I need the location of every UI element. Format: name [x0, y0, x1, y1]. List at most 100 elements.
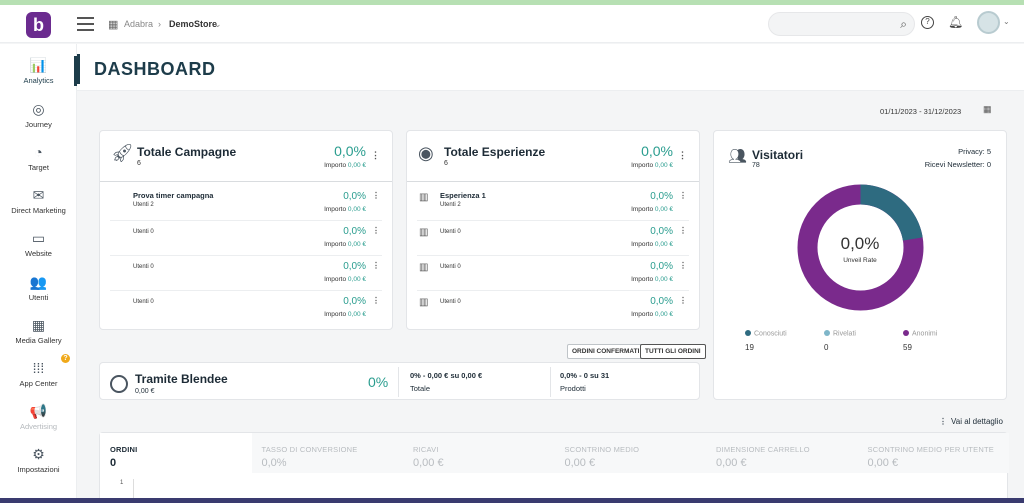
- row-more-icon[interactable]: ⋮: [679, 226, 687, 235]
- breadcrumb-store[interactable]: DemoStore: [169, 19, 218, 29]
- building-icon: ▥: [419, 262, 429, 273]
- row-more-icon[interactable]: ⋮: [679, 191, 687, 200]
- metric-tab-3[interactable]: SCONTRINO MEDIO 0,00 €: [554, 433, 706, 473]
- sidebar-item-label: Advertising: [19, 422, 58, 431]
- sidebar-item-analytics[interactable]: 📊 Analytics: [0, 56, 77, 85]
- bell-icon[interactable]: 🔔︎: [948, 15, 964, 29]
- list-item[interactable]: ▥ Esperienza 1 Utenti 2 0,0% Importo 0,00 € ⋮: [417, 186, 689, 221]
- sidebar-item-label: Direct Marketing: [11, 206, 66, 215]
- menu-icon[interactable]: [77, 17, 94, 31]
- row-pct: 0,0%: [650, 261, 673, 272]
- orders-confirmed-button[interactable]: ORDINI CONFERMATI: [567, 344, 645, 359]
- list-item[interactable]: Prova timer campagna Utenti 2 0,0% Importo …: [110, 186, 382, 221]
- sidebar-item-utenti[interactable]: 👥 Utenti: [0, 273, 77, 302]
- sidebar-item-label: Website: [25, 249, 52, 258]
- row-importo: Importo 0,00 €: [631, 206, 673, 213]
- sidebar-item-advertising[interactable]: 📢 Advertising: [0, 402, 77, 431]
- blendee-prodotti-value: 0,0% - 0 su 31: [560, 371, 610, 380]
- campaigns-importo: Importo 0,00 €: [324, 162, 366, 169]
- list-item[interactable]: Utenti 0 0,0% Importo 0,00 € ⋮: [110, 256, 382, 291]
- orders-all-button[interactable]: TUTTI GLI ORDINI: [640, 344, 706, 359]
- detail-link[interactable]: ⋮ Vai al dettaglio: [939, 417, 1003, 426]
- list-item[interactable]: ▥ Utenti 0 0,0% Importo 0,00 € ⋮: [417, 291, 689, 326]
- sidebar-item-impostazioni[interactable]: ⚙ Impostazioni: [0, 445, 77, 474]
- metric-tab-5[interactable]: SCONTRINO MEDIO PER UTENTE 0,00 €: [857, 433, 1009, 473]
- sidebar-item-media-gallery[interactable]: ▦ Media Gallery: [0, 316, 77, 345]
- campaigns-count: 6: [137, 160, 141, 167]
- chevron-down-icon[interactable]: ⌄: [214, 19, 222, 29]
- breadcrumb-separator-icon: ›: [158, 19, 161, 29]
- row-users: Utenti 0: [440, 299, 461, 305]
- metric-tab-2[interactable]: RICAVI 0,00 €: [403, 433, 555, 473]
- row-more-icon[interactable]: ⋮: [372, 226, 380, 235]
- row-more-icon[interactable]: ⋮: [372, 191, 380, 200]
- metric-tab-4[interactable]: DIMENSIONE CARRELLO 0,00 €: [706, 433, 858, 473]
- row-importo: Importo 0,00 €: [324, 206, 366, 213]
- list-item[interactable]: ▥ Utenti 0 0,0% Importo 0,00 € ⋮: [417, 256, 689, 291]
- row-pct: 0,0%: [343, 191, 366, 202]
- experiences-card-header: ◉ Totale Esperienze 6 0,0% Importo 0,00 …: [407, 131, 699, 182]
- avatar-chevron-icon[interactable]: ⌄: [1003, 17, 1010, 26]
- legend-rivelati-value: 0: [824, 343, 829, 352]
- row-more-icon[interactable]: ⋮: [679, 261, 687, 270]
- row-importo: Importo 0,00 €: [631, 311, 673, 318]
- row-more-icon[interactable]: ⋮: [372, 296, 380, 305]
- breadcrumb-org[interactable]: Adabra: [124, 19, 154, 29]
- legend-rivelati[interactable]: Rivelati: [824, 330, 856, 338]
- campaigns-more-icon[interactable]: ⋮: [371, 150, 380, 160]
- row-name: Prova timer campagna: [133, 191, 214, 200]
- sidebar-item-direct-marketing[interactable]: ✉ Direct Marketing: [0, 186, 77, 215]
- legend-anonimi[interactable]: Anonimi: [903, 330, 937, 338]
- search-icon[interactable]: ⌕: [900, 17, 907, 31]
- app-logo[interactable]: b: [26, 12, 51, 38]
- calendar-icon[interactable]: ▦: [983, 104, 992, 114]
- metric-tab-1[interactable]: TASSO DI CONVERSIONE 0,0%: [251, 433, 403, 473]
- row-name: Esperienza 1: [440, 191, 486, 200]
- list-item[interactable]: Utenti 0 0,0% Importo 0,00 € ⋮: [110, 291, 382, 326]
- analytics-icon: 📊: [29, 57, 48, 73]
- metrics-panel: 1 ORDINI 0 TASSO DI CONVERSIONE 0,0% RICAVI 0…: [99, 432, 1009, 503]
- metric-label: ORDINI: [110, 445, 138, 454]
- users-icon: 👥: [29, 274, 48, 290]
- list-item[interactable]: ▥ Utenti 0 0,0% Importo 0,00 € ⋮: [417, 221, 689, 256]
- row-importo: Importo 0,00 €: [631, 241, 673, 248]
- visitors-newsletter: Ricevi Newsletter: 0: [924, 160, 991, 169]
- legend-conosciuti-value: 19: [745, 343, 754, 352]
- experiences-count: 6: [444, 160, 448, 167]
- row-more-icon[interactable]: ⋮: [679, 296, 687, 305]
- help-icon[interactable]: ?: [921, 16, 934, 29]
- sidebar-item-app-center[interactable]: ⁞⁞⁞ App Center: [0, 359, 77, 388]
- row-users: Utenti 2: [133, 202, 154, 208]
- page-title: DASHBOARD: [94, 59, 216, 79]
- row-users: Utenti 0: [440, 264, 461, 270]
- avatar[interactable]: [977, 11, 1000, 34]
- top-bar: b ▦ Adabra › DemoStore ⌄ ⌕ ? 🔔︎ ⌄: [0, 5, 1024, 43]
- title-accent: [77, 54, 80, 84]
- campaigns-card: 🚀︎ Totale Campagne 6 0,0% Importo 0,00 €…: [99, 130, 393, 330]
- date-range[interactable]: 01/11/2023 - 31/12/2023: [880, 107, 962, 116]
- metric-tab-0[interactable]: ORDINI 0: [100, 433, 252, 473]
- sidebar-item-target[interactable]: ◔ Target: [0, 143, 77, 172]
- unveil-rate-label: Unveil Rate: [843, 257, 877, 264]
- row-pct: 0,0%: [650, 296, 673, 307]
- metric-label: TASSO DI CONVERSIONE: [261, 445, 358, 454]
- search-input[interactable]: ⌕: [768, 12, 915, 36]
- visitors-card: 👥︎ Visitatori 78 Privacy: 5 Ricevi Newsl…: [713, 130, 1007, 400]
- metric-value: 0,0%: [261, 457, 287, 469]
- store-icon: ▦: [108, 19, 119, 31]
- campaigns-card-header: 🚀︎ Totale Campagne 6 0,0% Importo 0,00 €…: [100, 131, 392, 182]
- row-pct: 0,0%: [343, 226, 366, 237]
- row-importo: Importo 0,00 €: [324, 241, 366, 248]
- experiences-more-icon[interactable]: ⋮: [678, 150, 687, 160]
- campaigns-pct: 0,0%: [334, 143, 366, 159]
- list-item[interactable]: Utenti 0 0,0% Importo 0,00 € ⋮: [110, 221, 382, 256]
- metric-label: SCONTRINO MEDIO: [564, 445, 640, 454]
- chart-axis-tick: 1: [120, 480, 124, 486]
- row-more-icon[interactable]: ⋮: [372, 261, 380, 270]
- sidebar-item-journey[interactable]: ◎ Journey: [0, 100, 77, 129]
- legend-conosciuti[interactable]: Conosciuti: [745, 330, 787, 338]
- divider: [550, 367, 551, 397]
- title-bar: DASHBOARD: [77, 44, 1024, 91]
- sidebar-item-website[interactable]: ▭ Website: [0, 229, 77, 258]
- blendee-card: Tramite Blendee 0,00 € 0% 0% - 0,00 € su…: [99, 362, 700, 400]
